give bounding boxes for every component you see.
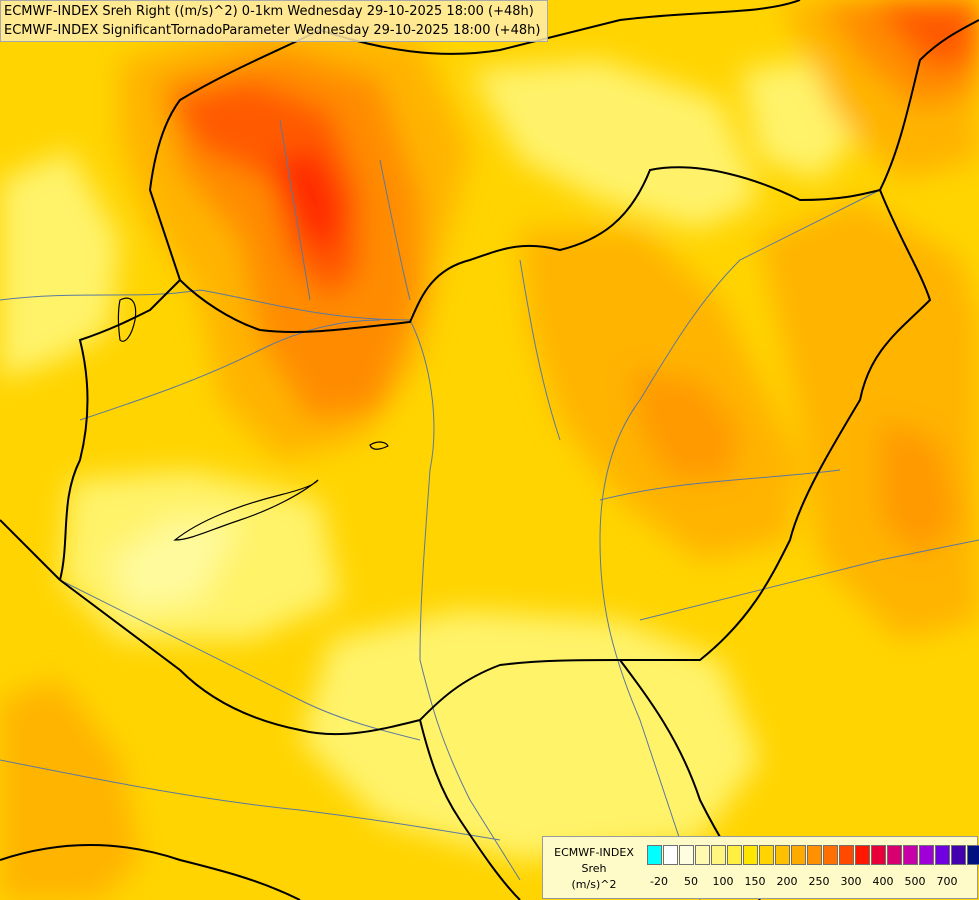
contour-light-north <box>470 60 760 230</box>
border-hungary-croatia <box>59 579 421 736</box>
title-box: ECMWF-INDEX Sreh Right ((m/s)^2) 0-1km W… <box>0 0 548 42</box>
lake-neusiedl <box>117 297 137 342</box>
legend-tick-labels: -20 50 100 150 200 250 300 400 500 700 <box>647 875 967 889</box>
legend-tick-label: 300 <box>840 875 862 888</box>
contour-pale-lake <box>110 520 240 610</box>
legend-swatch <box>775 845 790 865</box>
legend-unit: (m/s)^2 <box>571 878 617 891</box>
lake-velence <box>369 441 389 450</box>
border-slovakia-czech <box>148 29 321 281</box>
border-hungary-slovakia <box>179 166 881 333</box>
legend-swatch <box>759 845 774 865</box>
contour-deep-orange-east <box>880 420 960 560</box>
contour-red-north <box>170 80 360 300</box>
border-hungary-romania <box>620 189 932 661</box>
contour-light-west <box>0 150 120 380</box>
legend-swatch <box>919 845 934 865</box>
legend-swatch <box>855 845 870 865</box>
border-ukraine-romania <box>879 19 979 191</box>
river-vah <box>279 119 311 301</box>
contour-red-core <box>270 150 345 260</box>
legend-tick-label: 250 <box>808 875 830 888</box>
rivers <box>0 119 979 900</box>
river-raba <box>79 319 381 421</box>
legend-swatch <box>647 845 662 865</box>
legend-tick-label: 200 <box>776 875 798 888</box>
title-line-stp: ECMWF-INDEX SignificantTornadoParameter … <box>4 23 541 38</box>
color-legend: ECMWF-INDEX Sreh (m/s)^2 -20 50 100 150 200 2… <box>542 836 979 899</box>
legend-tick-label: 400 <box>872 875 894 888</box>
title-line-sreh: ECMWF-INDEX Sreh Right ((m/s)^2) 0-1km W… <box>4 4 534 19</box>
legend-parameter: Sreh <box>581 862 607 875</box>
legend-tick-label: 50 <box>684 875 698 888</box>
legend-swatch <box>967 845 979 865</box>
river-koros <box>599 469 841 501</box>
legend-swatch <box>839 845 854 865</box>
border-hungary-austria <box>59 279 181 581</box>
legend-swatch <box>887 845 902 865</box>
legend-tick-label: 500 <box>904 875 926 888</box>
legend-swatch <box>711 845 726 865</box>
river-sava <box>0 759 501 841</box>
river-hron <box>379 159 411 301</box>
legend-color-scale <box>647 845 979 865</box>
contour-light-south <box>300 610 760 860</box>
river-zagyva <box>519 259 561 441</box>
border-austria-slovenia <box>0 519 61 581</box>
legend-swatch <box>791 845 806 865</box>
legend-title: ECMWF-INDEX <box>554 846 634 859</box>
legend-swatch <box>871 845 886 865</box>
river-tisza <box>599 189 881 900</box>
legend-swatch <box>695 845 710 865</box>
legend-swatch <box>823 845 838 865</box>
contour-red-northeast <box>870 0 979 70</box>
border-bosnia <box>0 844 301 900</box>
river-danube <box>0 289 521 881</box>
legend-swatch <box>935 845 950 865</box>
legend-tick-label: -20 <box>650 875 668 888</box>
legend-swatch <box>663 845 678 865</box>
river-maros <box>639 539 979 621</box>
legend-swatch <box>951 845 966 865</box>
legend-tick-label: 100 <box>712 875 734 888</box>
border-slovakia-poland <box>319 0 801 55</box>
legend-swatch <box>743 845 758 865</box>
legend-swatch <box>727 845 742 865</box>
legend-swatch <box>679 845 694 865</box>
border-croatia-serbia <box>419 719 521 900</box>
river-drava <box>59 579 421 741</box>
lakes <box>117 297 389 541</box>
legend-swatch <box>807 845 822 865</box>
legend-tick-label: 150 <box>744 875 766 888</box>
border-hungary-serbia <box>419 659 621 721</box>
lake-balaton <box>173 479 319 541</box>
legend-tick-label: 700 <box>936 875 958 888</box>
legend-swatch <box>903 845 918 865</box>
contour-deep-orange-center <box>630 370 740 480</box>
